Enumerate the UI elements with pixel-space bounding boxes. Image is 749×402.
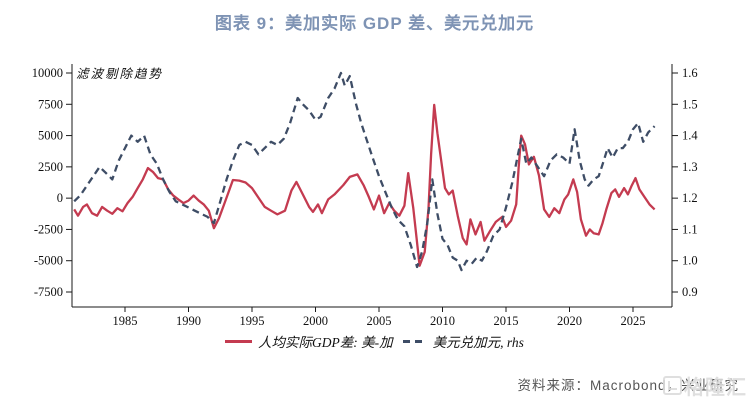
chart-title: 图表 9：美加实际 GDP 差、美元兑加元 <box>214 14 535 33</box>
y-left-tick-label: 10000 <box>32 66 63 80</box>
series-gdp-gap-line <box>73 103 656 267</box>
y-right-tick-label: 1.1 <box>682 222 698 236</box>
legend-swatch-dashed-line <box>402 339 427 343</box>
x-tick-label: 1995 <box>240 314 265 328</box>
source-note: 资料来源：Macrobond，兴业研究 <box>517 378 739 393</box>
y-left-tick-label: -7500 <box>34 285 63 299</box>
filter-annotation: 滤波剔除趋势 <box>76 67 164 81</box>
legend-swatch-solid-line <box>225 339 253 343</box>
y-right-tick-label: 1.4 <box>682 129 698 143</box>
legend-item-gdp-gap: 人均实际GDP差: 美-加 <box>225 331 393 351</box>
y-right-tick-label: 0.9 <box>682 285 698 299</box>
y-left-tick-label: 7500 <box>38 97 63 111</box>
legend-label-usdcad: 美元兑加元, rhs <box>432 335 524 350</box>
y-right-tick-label: 1.5 <box>682 97 698 111</box>
y-left-tick-label: -5000 <box>34 254 63 268</box>
axis-frame <box>71 64 673 308</box>
y-left-tick-label: 0 <box>57 191 63 205</box>
legend-item-usdcad: 美元兑加元, rhs <box>402 331 524 351</box>
y-left-tick-label: -2500 <box>34 222 63 236</box>
watermark-text: 格隆汇 <box>684 377 747 399</box>
x-tick-label: 1990 <box>176 314 201 328</box>
y-right-tick-label: 1.0 <box>682 254 698 268</box>
x-tick-label: 2000 <box>303 314 328 328</box>
y-right-tick-label: 1.3 <box>682 160 698 174</box>
x-tick-label: 2005 <box>367 314 392 328</box>
x-tick-label: 2015 <box>494 314 519 328</box>
watermark-icon <box>663 376 682 395</box>
y-left-tick-label: 2500 <box>38 160 63 174</box>
x-tick-label: 2010 <box>430 314 455 328</box>
watermark-logo: 格隆汇 <box>663 371 747 400</box>
y-right-tick-label: 1.6 <box>682 66 698 80</box>
x-tick-label: 2020 <box>557 314 582 328</box>
chart-legend: 人均实际GDP差: 美-加 美元兑加元, rhs <box>0 331 749 351</box>
series-usdcad-line <box>73 71 656 272</box>
y-left-tick-label: 5000 <box>38 129 63 143</box>
y-right-tick-label: 1.2 <box>682 191 698 205</box>
legend-label-gdp-gap: 人均实际GDP差: 美-加 <box>258 335 393 350</box>
x-tick-label: 1985 <box>113 314 138 328</box>
x-tick-label: 2025 <box>621 314 646 328</box>
